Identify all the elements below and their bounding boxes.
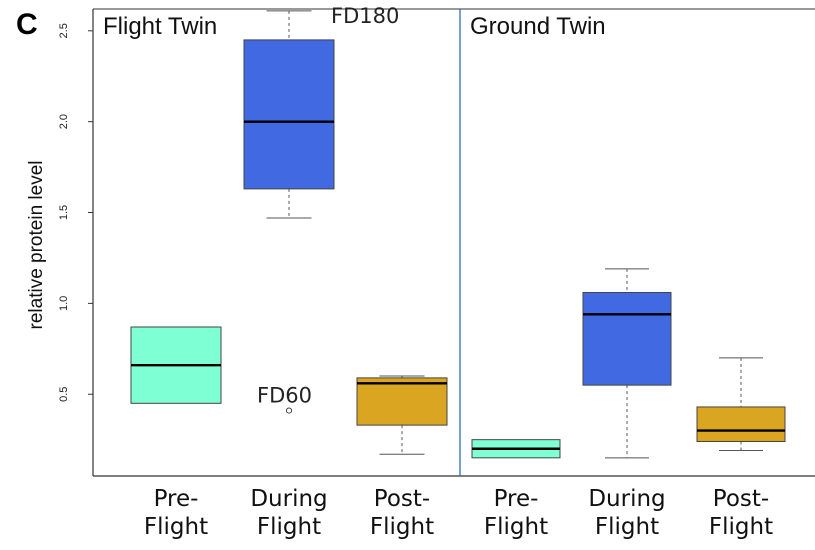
category-label-line1: Pre- (494, 486, 539, 512)
y-tick-label: 2.0 (58, 114, 70, 129)
category-label-line2: Flight (709, 514, 773, 540)
category-label-line1: Post- (374, 486, 430, 512)
box-2 (696, 357, 786, 452)
annotation-label: FD60 (257, 384, 312, 408)
category-label-line1: Pre- (154, 486, 199, 512)
y-tick-label: 1.0 (58, 296, 70, 311)
y-tick-label: 2.5 (58, 23, 70, 38)
panel-title: Flight Twin (103, 13, 217, 40)
category-label-line2: Flight (144, 514, 208, 540)
box-2 (356, 375, 448, 455)
panel-ground-twin: Ground TwinPre-FlightDuringFlightPost-Fl… (470, 13, 786, 540)
y-axis-label: relative protein level (26, 161, 47, 330)
category-label-line2: Flight (257, 514, 321, 540)
box-0 (471, 439, 561, 459)
category-label-line2: Flight (595, 514, 659, 540)
box-1 (582, 268, 672, 459)
box-body (696, 406, 786, 442)
annotation-label: FD180 (331, 4, 399, 28)
box-1 (243, 10, 335, 414)
box-body (582, 291, 672, 386)
box-body (243, 39, 335, 190)
box-body (356, 377, 448, 426)
y-tick-label: 0.5 (58, 387, 70, 402)
panel-letter: C (16, 8, 38, 41)
outlier-point (285, 407, 293, 414)
category-label-line1: During (250, 486, 327, 512)
category-label-line1: During (588, 486, 665, 512)
panel-flight-twin: Flight TwinPre-FlightDuringFlightPost-Fl… (103, 4, 448, 540)
category-label-line2: Flight (484, 514, 548, 540)
category-label-line1: Post- (713, 486, 769, 512)
category-label-line2: Flight (370, 514, 434, 540)
panel-title: Ground Twin (470, 13, 606, 40)
box-0 (130, 326, 222, 404)
y-tick-label: 1.5 (58, 205, 70, 220)
